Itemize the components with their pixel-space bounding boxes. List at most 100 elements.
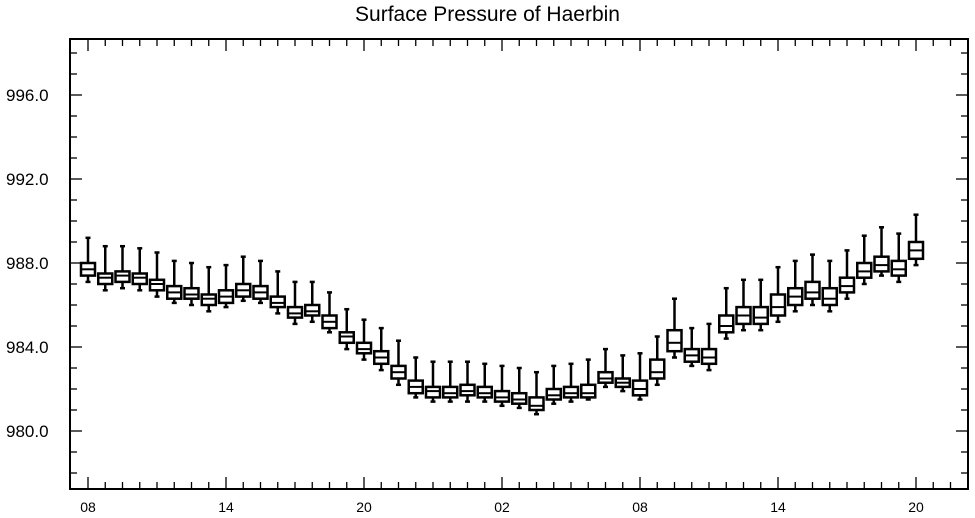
box [338, 331, 355, 345]
box-whisker [528, 370, 545, 416]
y-tick-label: 992.0 [6, 170, 49, 189]
box-whisker [856, 234, 873, 286]
box-whisker [752, 278, 769, 332]
plot-frame [69, 38, 969, 490]
box [873, 255, 890, 273]
box-whisker [562, 362, 580, 403]
box-whisker [442, 360, 459, 403]
box-whisker [631, 352, 649, 401]
box [200, 293, 217, 307]
box [838, 276, 856, 294]
box [631, 379, 649, 397]
box-whisker [649, 335, 666, 387]
box [700, 347, 718, 366]
box-whisker [304, 280, 321, 324]
box-whisker [114, 244, 131, 290]
box-whisker [373, 326, 390, 372]
x-tick-label: 08 [80, 499, 96, 515]
box-whisker [183, 261, 200, 307]
box-whisker [787, 259, 804, 313]
box-whisker [235, 255, 252, 303]
box-whisker [769, 265, 787, 324]
box [804, 280, 821, 300]
box-whisker [873, 226, 890, 277]
box [424, 385, 442, 399]
box [97, 272, 114, 286]
box-whisker [821, 259, 838, 313]
y-tick-label: 988.0 [6, 254, 49, 273]
chart-title: Surface Pressure of Haerbin [355, 3, 620, 26]
box [183, 286, 200, 300]
box-whisker [338, 307, 355, 351]
box [666, 328, 683, 353]
box [718, 314, 735, 334]
box-whisker [355, 318, 373, 361]
box [286, 305, 304, 319]
box-whisker [683, 326, 700, 368]
box-whisker [166, 259, 183, 305]
box-whisker [97, 244, 114, 292]
box [597, 370, 614, 384]
box-whisker [838, 249, 856, 300]
box-whisker [476, 362, 493, 403]
box-whisker [666, 297, 683, 359]
box [856, 261, 873, 279]
box-whisker [131, 247, 148, 292]
box [476, 385, 493, 399]
box-whisker [511, 366, 528, 410]
box-whisker [890, 232, 907, 284]
box-whisker [597, 347, 614, 389]
box-whisker [269, 270, 286, 315]
box [752, 305, 769, 326]
box [355, 341, 373, 355]
box-whisker [424, 360, 442, 403]
box [493, 389, 511, 403]
box-whisker [614, 354, 631, 393]
box-whisker [735, 278, 752, 332]
x-tick-label: 08 [632, 499, 648, 515]
box [890, 259, 907, 277]
box-whisker [459, 360, 476, 403]
axes-layer: 980.0984.0988.0992.0996.0081420020814200… [6, 39, 968, 515]
box-whisker [217, 263, 235, 309]
box [442, 385, 459, 399]
box-whisker [407, 356, 424, 399]
x-tick-label: 02 [494, 499, 510, 515]
box [304, 303, 321, 317]
box [580, 383, 597, 399]
box-whisker [390, 339, 407, 387]
box-whisker [907, 213, 925, 267]
box-whisker [79, 236, 97, 284]
box-whisker [321, 291, 338, 334]
box [511, 391, 528, 405]
box [269, 295, 286, 309]
box-whisker [545, 364, 562, 405]
box-whisker [148, 251, 166, 298]
y-tick-label: 980.0 [6, 422, 49, 441]
box [114, 270, 131, 284]
box-whisker [252, 259, 269, 305]
box [769, 293, 787, 317]
box [562, 385, 580, 399]
box-whisker [286, 280, 304, 326]
box-whisker [718, 286, 735, 340]
box [528, 396, 545, 412]
box [148, 278, 166, 292]
box [821, 286, 838, 307]
box-whisker [804, 253, 821, 307]
boxes-layer [79, 213, 925, 416]
box [131, 272, 148, 286]
box-whisker [580, 358, 597, 401]
box [649, 358, 666, 380]
x-tick-label: 20 [908, 499, 924, 515]
box-whisker [493, 364, 511, 408]
x-tick-label: 20 [356, 499, 372, 515]
y-tick-label: 984.0 [6, 338, 49, 357]
box [459, 383, 476, 397]
y-tick-label: 996.0 [6, 86, 49, 105]
x-tick-label: 14 [770, 499, 786, 515]
box-whisker [200, 265, 217, 313]
x-tick-label: 14 [218, 499, 234, 515]
box [545, 387, 562, 401]
